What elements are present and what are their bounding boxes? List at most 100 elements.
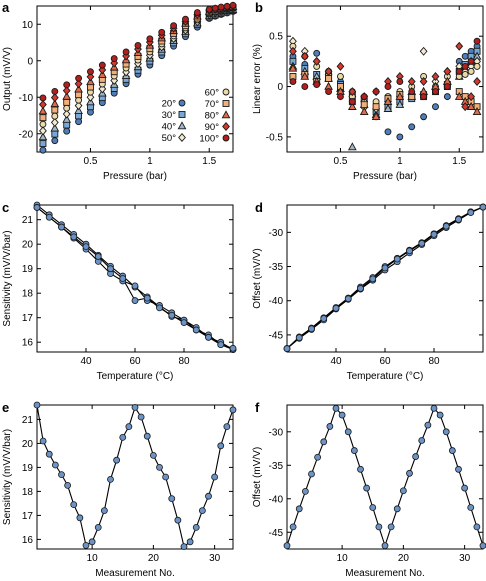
data-point <box>406 247 413 255</box>
point-100° <box>51 87 59 95</box>
data-point <box>70 501 78 509</box>
legend-marker <box>222 100 230 107</box>
point-100° <box>325 88 333 96</box>
data-point <box>143 432 151 440</box>
data-point <box>51 461 59 469</box>
data-point <box>430 230 438 238</box>
point-90° <box>455 41 464 51</box>
point-60° <box>39 120 47 128</box>
point-80° <box>383 96 393 105</box>
point-20° <box>63 127 71 135</box>
panel-letter-f: f <box>255 400 260 415</box>
data-point <box>418 437 426 444</box>
point-50° <box>74 101 83 111</box>
x-axis-label-f: Measurement No. <box>345 568 424 579</box>
point-50° <box>39 126 47 136</box>
data-point <box>131 403 139 411</box>
point-80° <box>74 84 83 93</box>
panel-e: 10 20 30 16 17 18 19 20 21 Measurement No. Sensiti… <box>2 401 237 579</box>
y-tick-label-f: -35 <box>269 461 284 472</box>
x-axis-label-d: Temperature (°C) <box>347 371 424 382</box>
x-tick-label-a: 1 <box>147 156 153 167</box>
y-tick-label-e: 18 <box>22 487 34 498</box>
point-80° <box>371 112 381 121</box>
point-100° <box>182 15 189 23</box>
plot-frame-b <box>286 5 484 153</box>
point-100° <box>205 5 213 13</box>
data-point <box>320 315 328 322</box>
data-point <box>162 473 170 481</box>
point-90° <box>431 71 440 81</box>
data-point <box>33 401 41 409</box>
x-axis-label-a: Pressure (bar) <box>103 171 167 182</box>
point-100° <box>408 88 416 96</box>
point-80° <box>454 91 464 100</box>
point-90° <box>348 87 357 97</box>
data-point <box>70 233 78 241</box>
data-point <box>107 475 114 483</box>
point-60° <box>63 104 71 112</box>
point-90° <box>62 86 71 96</box>
point-100° <box>455 67 463 75</box>
data-point <box>205 492 212 500</box>
x-axis-label-c: Temperature (°C) <box>97 371 174 382</box>
point-60° <box>337 73 344 80</box>
y-tick-label-d: -40 <box>269 296 284 307</box>
panel-letter-e: e <box>2 400 9 415</box>
data-point <box>156 304 163 312</box>
y-tick-label-c: 18 <box>22 289 34 300</box>
plot-frame-c <box>36 204 234 353</box>
point-100° <box>146 35 154 43</box>
data-point <box>350 447 358 454</box>
point-100° <box>348 98 356 106</box>
y-axis-label-e: Sensitivity (mV/V/bar) <box>2 429 13 525</box>
data-point <box>473 523 481 531</box>
data-point <box>442 222 450 230</box>
y-tick-label-a: -20 <box>19 129 34 140</box>
y-tick-label-c: 16 <box>22 338 34 349</box>
data-point <box>211 473 219 481</box>
point-80° <box>300 71 310 80</box>
data-point <box>393 255 401 263</box>
data-point <box>229 344 237 352</box>
point-90° <box>74 79 83 89</box>
data-point <box>455 465 462 473</box>
point-90° <box>467 92 476 102</box>
x-tick-label-c: 60 <box>129 356 141 367</box>
point-40° <box>383 103 393 112</box>
point-100° <box>87 68 94 76</box>
x-tick-label-d: 80 <box>428 356 440 367</box>
point-20° <box>384 128 392 136</box>
legend-a: 20°30°40°50° 60°70°80°90°100° <box>162 88 231 145</box>
y-tick-label-d: -35 <box>269 262 284 273</box>
point-100° <box>122 48 130 56</box>
legend-marker <box>221 110 231 119</box>
point-20° <box>75 118 83 126</box>
point-100° <box>110 55 118 63</box>
point-20° <box>396 133 404 141</box>
y-tick-label-e: 16 <box>22 535 34 546</box>
point-100° <box>134 41 142 49</box>
legend-label: 100° <box>199 134 219 145</box>
point-100° <box>75 74 83 82</box>
point-80° <box>38 106 48 115</box>
legend-marker <box>177 121 187 130</box>
point-90° <box>407 77 416 87</box>
plot-frame-d <box>286 204 484 353</box>
legend-marker <box>178 133 186 142</box>
point-70° <box>63 98 71 106</box>
point-70° <box>39 114 47 122</box>
point-20° <box>420 113 428 121</box>
data-point <box>94 524 102 531</box>
y-axis-label-b: Linear error (%) <box>252 44 263 114</box>
point-100° <box>467 57 475 65</box>
data-point <box>455 215 462 223</box>
point-90° <box>419 77 428 87</box>
data-point <box>94 253 102 260</box>
data-point <box>198 507 206 515</box>
x-tick-label-b: 1.5 <box>452 156 466 167</box>
x-tick-label-c: 40 <box>80 356 92 367</box>
point-80° <box>50 99 60 108</box>
data-point <box>180 543 188 550</box>
y-tick-label-a: 10 <box>22 20 34 31</box>
